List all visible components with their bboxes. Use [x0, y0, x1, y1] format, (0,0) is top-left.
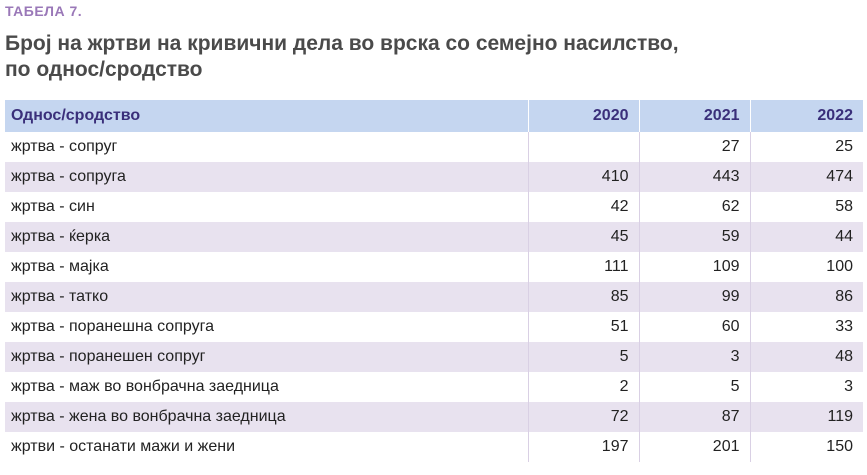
table-row: жртва - татко 85 99 86 [5, 282, 863, 312]
cell-value-2022: 44 [749, 222, 863, 252]
cell-value-2020 [527, 132, 639, 162]
cell-value-2022: 25 [749, 132, 863, 162]
header-2021: 2021 [638, 100, 750, 132]
cell-value-2021: 60 [638, 312, 750, 342]
cell-value-2020: 42 [527, 192, 639, 222]
cell-value-2020: 410 [527, 162, 639, 192]
cell-value-2020: 2 [527, 372, 639, 402]
table-row: жртва - ќерка 45 59 44 [5, 222, 863, 252]
cell-value-2022: 86 [749, 282, 863, 312]
cell-relation: жртва - ќерка [5, 222, 528, 252]
cell-relation: жртва - жена во вонбрачна заедница [5, 402, 528, 432]
cell-value-2020: 85 [527, 282, 639, 312]
title-line-1: Број на жртви на кривични дела во врска … [5, 32, 679, 55]
cell-value-2021: 3 [638, 342, 750, 372]
header-2020: 2020 [527, 100, 639, 132]
table-header-row: Однос/сродство 2020 2021 2022 [5, 100, 863, 132]
cell-relation: жртва - поранешна сопруга [11, 318, 214, 335]
cell-value-2020: 5 [527, 342, 639, 372]
cell-relation: жртва - мајка [11, 258, 109, 275]
cell-value-2021: 443 [638, 162, 750, 192]
cell-value-2021: 27 [638, 132, 750, 162]
table-row: жртва - сопруг 27 25 [5, 132, 863, 162]
cell-value-2021: 99 [638, 282, 750, 312]
cell-value-2020: 45 [527, 222, 639, 252]
table-label: ТАБЕЛА 7. [5, 3, 83, 19]
cell-relation: жртва - татко [5, 282, 528, 312]
cell-value-2021: 62 [638, 192, 750, 222]
table-row: жртва - маж во вонбрачна заедница 2 5 3 [5, 372, 863, 402]
cell-value-2020: 51 [527, 312, 639, 342]
cell-value-2022: 58 [749, 192, 863, 222]
data-table: Однос/сродство 2020 2021 2022 жртва - со… [5, 100, 863, 462]
table-row: жртва - поранешен сопруг 5 3 48 [5, 342, 863, 372]
cell-value-2021: 59 [638, 222, 750, 252]
cell-relation: жртва - сопруга [5, 162, 528, 192]
table-row: жртва - мајка 111 109 100 [5, 252, 863, 282]
table-row: жртва - син 42 62 58 [5, 192, 863, 222]
cell-value-2022: 33 [749, 312, 863, 342]
header-relation: Однос/сродство [5, 100, 528, 132]
cell-relation: жртва - син [11, 198, 95, 215]
cell-value-2022: 48 [749, 342, 863, 372]
title-line-2: по однос/сродство [5, 58, 203, 81]
table-row: жртва - сопруга 410 443 474 [5, 162, 863, 192]
cell-relation: жртва - сопруг [11, 138, 118, 155]
cell-value-2020: 197 [527, 432, 639, 462]
cell-value-2021: 201 [638, 432, 750, 462]
cell-relation: жртви - останати мажи и жени [11, 438, 236, 455]
table-title: Број на жртви на кривични дела во врска … [5, 31, 679, 83]
cell-relation: жртва - поранешен сопруг [5, 342, 528, 372]
header-2022: 2022 [749, 100, 863, 132]
table-row: жртви - останати мажи и жени 197 201 150 [5, 432, 863, 462]
table-row: жртва - жена во вонбрачна заедница 72 87 11… [5, 402, 863, 432]
cell-value-2022: 3 [749, 372, 863, 402]
cell-relation: жртва - маж во вонбрачна заедница [11, 378, 279, 395]
cell-value-2022: 474 [749, 162, 863, 192]
cell-value-2021: 109 [638, 252, 750, 282]
table-row: жртва - поранешна сопруга 51 60 33 [5, 312, 863, 342]
cell-value-2022: 150 [749, 432, 863, 462]
cell-value-2021: 87 [638, 402, 750, 432]
cell-value-2020: 111 [527, 252, 639, 282]
cell-value-2021: 5 [638, 372, 750, 402]
cell-value-2022: 119 [749, 402, 863, 432]
cell-value-2022: 100 [749, 252, 863, 282]
cell-value-2020: 72 [527, 402, 639, 432]
